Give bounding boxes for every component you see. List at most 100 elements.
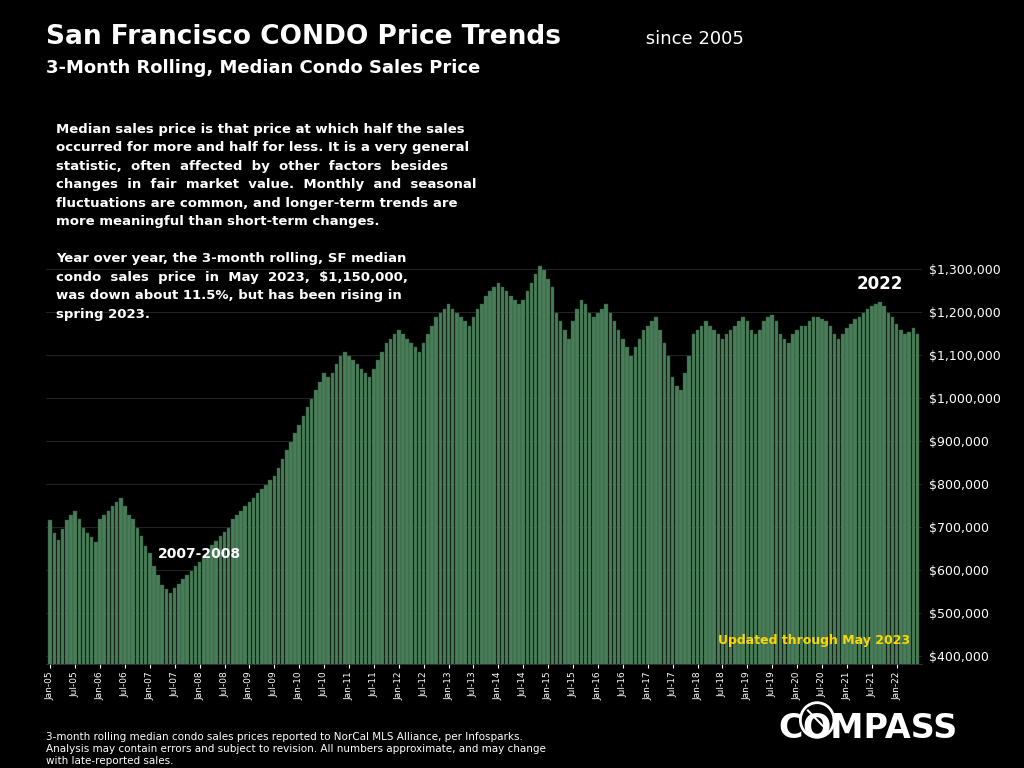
Bar [737, 322, 740, 768]
Bar [891, 317, 894, 768]
Bar [281, 459, 285, 768]
Bar [845, 328, 849, 768]
Bar [194, 566, 198, 768]
Text: 3-month rolling median condo sales prices reported to NorCal MLS Alliance, per I: 3-month rolling median condo sales price… [46, 733, 546, 766]
Bar [127, 515, 131, 768]
Bar [422, 343, 425, 768]
Bar [218, 536, 222, 768]
Bar [459, 317, 463, 768]
Bar [612, 322, 616, 768]
Bar [671, 377, 675, 768]
Text: OMPASS: OMPASS [803, 712, 958, 745]
Bar [608, 313, 612, 768]
Bar [895, 323, 898, 768]
Bar [525, 291, 529, 768]
Bar [397, 330, 400, 768]
Bar [700, 326, 703, 768]
Bar [866, 309, 869, 768]
Bar [161, 585, 164, 768]
Bar [393, 334, 396, 768]
Bar [584, 304, 587, 768]
Bar [364, 373, 368, 768]
Bar [733, 326, 736, 768]
Bar [310, 399, 313, 768]
Bar [438, 313, 442, 768]
Bar [675, 386, 679, 768]
Bar [276, 468, 281, 768]
Bar [376, 360, 380, 768]
Bar [359, 369, 364, 768]
Bar [206, 554, 210, 768]
Bar [622, 339, 625, 768]
Bar [745, 322, 750, 768]
Bar [189, 571, 194, 768]
Bar [335, 365, 338, 768]
Bar [616, 330, 621, 768]
Bar [796, 330, 799, 768]
Bar [476, 309, 479, 768]
Bar [575, 309, 579, 768]
Bar [638, 339, 641, 768]
Bar [272, 476, 276, 768]
Bar [538, 266, 542, 768]
Bar [501, 287, 504, 768]
Bar [604, 304, 608, 768]
Bar [879, 302, 882, 768]
Bar [862, 313, 865, 768]
Bar [244, 506, 247, 768]
Bar [368, 377, 372, 768]
Bar [828, 326, 833, 768]
Bar [493, 287, 496, 768]
Bar [792, 334, 795, 768]
Bar [762, 322, 766, 768]
Bar [626, 347, 629, 768]
Bar [236, 515, 239, 768]
Bar [497, 283, 500, 768]
Bar [381, 352, 384, 768]
Bar [787, 343, 791, 768]
Text: 2022: 2022 [857, 275, 903, 293]
Bar [758, 330, 762, 768]
Bar [630, 356, 633, 768]
Bar [240, 511, 243, 768]
Bar [464, 322, 467, 768]
Bar [98, 519, 101, 768]
Bar [695, 330, 699, 768]
Bar [157, 575, 160, 768]
Bar [899, 330, 902, 768]
Bar [812, 317, 815, 768]
Bar [252, 498, 255, 768]
Bar [754, 334, 758, 768]
Bar [505, 291, 509, 768]
Bar [596, 313, 600, 768]
Bar [800, 326, 803, 768]
Bar [887, 313, 890, 768]
Bar [691, 334, 695, 768]
Bar [521, 300, 525, 768]
Bar [451, 309, 455, 768]
Bar [766, 317, 770, 768]
Bar [721, 339, 724, 768]
Bar [837, 339, 841, 768]
Bar [66, 521, 69, 768]
Bar [119, 498, 123, 768]
Bar [401, 334, 404, 768]
Bar [198, 562, 202, 768]
Bar [414, 347, 417, 768]
Bar [687, 356, 691, 768]
Bar [410, 343, 413, 768]
Bar [115, 502, 119, 768]
Bar [102, 515, 105, 768]
Bar [214, 541, 218, 768]
Text: 3-Month Rolling, Median Condo Sales Price: 3-Month Rolling, Median Condo Sales Pric… [46, 59, 480, 77]
Text: 2007-2008: 2007-2008 [158, 548, 242, 561]
Bar [468, 326, 471, 768]
Bar [534, 274, 538, 768]
Bar [642, 330, 645, 768]
Text: San Francisco CONDO Price Trends: San Francisco CONDO Price Trends [46, 24, 561, 50]
Bar [833, 334, 837, 768]
Bar [231, 519, 234, 768]
Bar [853, 319, 857, 768]
Bar [646, 326, 649, 768]
Bar [841, 334, 845, 768]
